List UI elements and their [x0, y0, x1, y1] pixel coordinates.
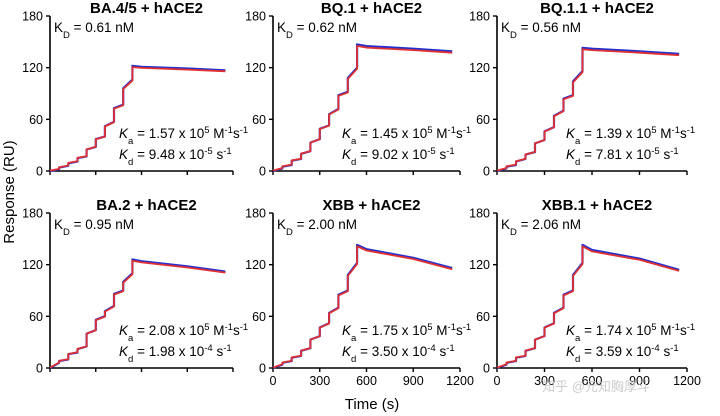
- fit-line: [496, 48, 680, 172]
- kd-rate-annotation: Kd = 1.98 x 10-4 s-1: [119, 343, 232, 365]
- panel-grid: 0 60 120 180 BA.4/5 + hACE2 KD = 0.61 nM Ka = …: [22, 0, 701, 388]
- watermark-text: 知乎 @元知胸厚斗: [542, 379, 650, 394]
- kd-rate-annotation: Kd = 7.81 x 10-5 s-1: [566, 146, 679, 168]
- kd-label: KD = 0.95 nM: [54, 217, 134, 238]
- panel-title: BQ.1 + hACE2: [321, 0, 422, 17]
- panel-title: BA.2 + hACE2: [96, 197, 196, 214]
- kd-label: KD = 2.06 nM: [501, 217, 581, 238]
- ka-annotation: Ka = 1.45 x 105 M-1s-1: [342, 125, 471, 147]
- y-tick-label: 0: [483, 362, 490, 376]
- y-tick-label: 60: [252, 113, 266, 127]
- kd-label: KD = 0.62 nM: [277, 20, 357, 41]
- panel-1: 0 60 120 180 BA.4/5 + hACE2 KD = 0.61 nM Ka = …: [22, 0, 248, 179]
- y-tick-label: 180: [469, 10, 490, 24]
- kd-label: KD = 0.61 nM: [54, 20, 134, 41]
- y-tick-label: 0: [36, 362, 43, 376]
- y-tick-label: 180: [22, 10, 43, 24]
- y-tick-label: 0: [483, 165, 490, 179]
- panel-3: 0 60 120 180 BQ.1.1 + hACE2 KD = 0.56 nM Ka = …: [469, 0, 695, 179]
- y-tick-label: 120: [22, 61, 43, 75]
- y-tick-label: 180: [22, 207, 43, 221]
- x-tick-label: 1200: [446, 374, 474, 388]
- y-tick-label: 60: [476, 113, 490, 127]
- panel-title: XBB.1 + hACE2: [542, 197, 652, 214]
- x-tick-label: 0: [270, 374, 277, 388]
- panel-title: BQ.1.1 + hACE2: [540, 0, 654, 17]
- y-tick-label: 0: [259, 362, 266, 376]
- kd-rate-annotation: Kd = 9.02 x 10-5 s-1: [342, 146, 455, 168]
- panel-6: 0 60 120 180 0 300 600 900 1200 XBB.1 + hACE2 KD =…: [469, 197, 701, 388]
- y-tick-label: 60: [476, 310, 490, 324]
- kd-rate-annotation: Kd = 3.50 x 10-4 s-1: [342, 343, 455, 365]
- panel-title: XBB + hACE2: [323, 197, 421, 214]
- y-tick-label: 0: [36, 165, 43, 179]
- ka-annotation: Ka = 1.39 x 105 M-1s-1: [566, 125, 695, 147]
- x-tick-label: 0: [494, 374, 501, 388]
- y-tick-label: 180: [245, 207, 266, 221]
- x-axis-label: Time (s): [345, 396, 399, 413]
- y-tick-label: 60: [29, 113, 43, 127]
- fit-line: [272, 45, 453, 172]
- kd-rate-annotation: Kd = 9.48 x 10-5 s-1: [119, 146, 232, 168]
- ka-annotation: Ka = 1.74 x 105 M-1s-1: [566, 322, 695, 344]
- kd-label: KD = 0.56 nM: [501, 20, 581, 41]
- x-tick-label: 600: [582, 374, 603, 388]
- y-tick-label: 120: [22, 258, 43, 272]
- fit-line: [49, 259, 226, 369]
- fit-line: [49, 66, 226, 172]
- ka-annotation: Ka = 2.08 x 105 M-1s-1: [119, 322, 248, 344]
- y-tick-label: 120: [245, 258, 266, 272]
- fit-line: [272, 245, 453, 369]
- y-tick-label: 180: [469, 207, 490, 221]
- x-tick-label: 600: [356, 374, 377, 388]
- y-tick-label: 60: [252, 310, 266, 324]
- x-tick-label: 300: [534, 374, 555, 388]
- panel-2: 0 60 120 180 BQ.1 + hACE2 KD = 0.62 nM Ka = 1.…: [245, 0, 471, 179]
- panel-4: 0 60 120 180 BA.2 + hACE2 KD = 0.95 nM Ka = 2.…: [22, 197, 248, 376]
- y-tick-label: 0: [259, 165, 266, 179]
- y-tick-label: 120: [469, 61, 490, 75]
- kd-rate-annotation: Kd = 3.59 x 10-4 s-1: [566, 343, 679, 365]
- x-tick-label: 300: [309, 374, 330, 388]
- x-tick-label: 900: [629, 374, 650, 388]
- y-tick-label: 60: [29, 310, 43, 324]
- y-tick-label: 120: [245, 61, 266, 75]
- x-tick-label: 1200: [673, 374, 701, 388]
- y-axis-label: Response (RU): [1, 140, 18, 243]
- panel-title: BA.4/5 + hACE2: [90, 0, 203, 17]
- ka-annotation: Ka = 1.57 x 105 M-1s-1: [119, 125, 248, 147]
- x-tick-label: 900: [403, 374, 424, 388]
- y-tick-label: 120: [469, 258, 490, 272]
- ka-annotation: Ka = 1.75 x 105 M-1s-1: [342, 322, 471, 344]
- kd-label: KD = 2.00 nM: [277, 217, 357, 238]
- y-tick-label: 180: [245, 10, 266, 24]
- panel-5: 0 60 120 180 0 300 600 900 1200 XBB + hACE2 KD = 2…: [245, 197, 474, 388]
- fit-line: [496, 245, 680, 369]
